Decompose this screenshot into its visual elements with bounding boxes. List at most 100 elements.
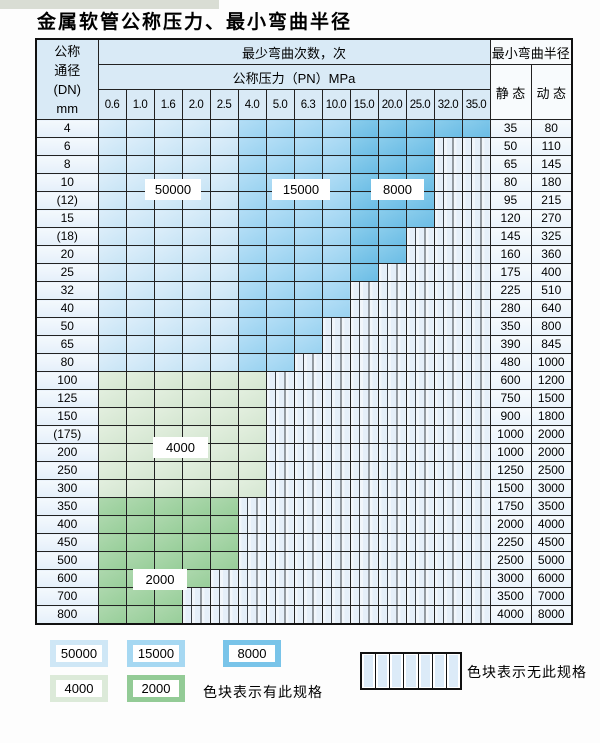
cell-no-spec: [293, 587, 323, 606]
cell-spec-50000: [153, 299, 183, 318]
cell-spec-50000: [97, 335, 127, 354]
dn-cell: 10: [35, 173, 99, 192]
cell-spec-15000: [293, 119, 323, 138]
dn-cell: 800: [35, 605, 99, 625]
pressure-col-header: 0.6: [97, 89, 127, 120]
dynamic-radius-cell: 325: [530, 227, 573, 246]
dynamic-radius-cell: 145: [530, 155, 573, 174]
cell-spec-15000: [321, 281, 351, 300]
static-radius-cell: 900: [489, 407, 532, 426]
cell-spec-4000: [153, 371, 183, 390]
table-row: 32 225 510: [35, 281, 573, 300]
no-spec-legend-cell: [417, 654, 432, 688]
pressure-values-row: 0.6 1.0 1.6 2.0 2.5 4.0 5.0 6.3 10.0 15.0 20.0 25.0…: [36, 89, 572, 120]
cell-no-spec: [349, 317, 379, 336]
cell-no-spec: [237, 605, 267, 625]
cell-no-spec: [405, 425, 435, 444]
dn-cell: (18): [35, 227, 99, 246]
dynamic-radius-cell: 5000: [530, 551, 573, 570]
static-radius-cell: 225: [489, 281, 532, 300]
cell-spec-50000: [209, 227, 239, 246]
cell-no-spec: [433, 317, 463, 336]
cell-spec-2000: [153, 533, 183, 552]
cell-no-spec: [209, 569, 239, 588]
pressure-col-header: 1.0: [125, 89, 155, 120]
cell-spec-4000: [125, 461, 155, 480]
cell-spec-4000: [209, 425, 239, 444]
pressure-col-header: 10.0: [321, 89, 351, 120]
table-row: 500 2500 5000: [35, 551, 573, 570]
cell-spec-8000: [349, 263, 379, 282]
dynamic-radius-cell: 800: [530, 317, 573, 336]
cell-no-spec: [321, 497, 351, 516]
cell-no-spec: [461, 605, 491, 625]
dynamic-radius-cell: 400: [530, 263, 573, 282]
cell-no-spec: [265, 587, 295, 606]
cell-spec-8000: [433, 119, 463, 138]
cell-no-spec: [265, 371, 295, 390]
cell-no-spec: [377, 533, 407, 552]
static-radius-cell: 1000: [489, 425, 532, 444]
cell-spec-15000: [265, 155, 295, 174]
cell-spec-50000: [181, 137, 211, 156]
static-radius-cell: 280: [489, 299, 532, 318]
cell-no-spec: [461, 587, 491, 606]
legend-box-50000: 50000: [50, 640, 108, 667]
table-row: 200 1000 2000: [35, 443, 573, 462]
cell-no-spec: [265, 533, 295, 552]
dn-cell: 450: [35, 533, 99, 552]
cell-spec-2000: [125, 533, 155, 552]
cell-spec-50000: [97, 119, 127, 138]
dynamic-radius-cell: 4000: [530, 515, 573, 534]
dynamic-radius-cell: 80: [530, 119, 573, 138]
cell-spec-15000: [265, 137, 295, 156]
matrix-label-4000: 4000: [153, 437, 208, 458]
cell-no-spec: [461, 173, 491, 192]
cell-spec-4000: [125, 389, 155, 408]
cell-no-spec: [461, 263, 491, 282]
cell-spec-50000: [97, 353, 127, 372]
cell-spec-50000: [97, 173, 127, 192]
cell-no-spec: [461, 551, 491, 570]
cell-spec-15000: [293, 299, 323, 318]
table-row: 40 280 640: [35, 299, 573, 318]
cell-no-spec: [293, 461, 323, 480]
cell-no-spec: [209, 587, 239, 606]
dynamic-radius-cell: 1800: [530, 407, 573, 426]
cell-no-spec: [321, 335, 351, 354]
static-radius-cell: 1750: [489, 497, 532, 516]
cell-no-spec: [461, 407, 491, 426]
cell-spec-2000: [125, 605, 155, 625]
cell-no-spec: [461, 353, 491, 372]
matrix-label-2000: 2000: [133, 569, 187, 590]
table-row: 300 1500 3000: [35, 479, 573, 498]
cell-spec-2000: [209, 497, 239, 516]
cell-spec-50000: [181, 353, 211, 372]
cell-spec-15000: [265, 245, 295, 264]
static-radius-cell: 350: [489, 317, 532, 336]
cell-no-spec: [237, 533, 267, 552]
cell-spec-50000: [125, 353, 155, 372]
cell-spec-50000: [181, 209, 211, 228]
cell-spec-15000: [237, 299, 267, 318]
cell-no-spec: [265, 569, 295, 588]
matrix-label-15000: 15000: [272, 179, 330, 200]
static-column-header: 静 态: [489, 64, 532, 120]
cell-spec-50000: [209, 335, 239, 354]
dn-column-header: 公称 通径 (DN) mm: [35, 38, 99, 120]
cell-spec-50000: [181, 317, 211, 336]
cell-no-spec: [377, 299, 407, 318]
cell-spec-50000: [181, 335, 211, 354]
cell-no-spec: [237, 551, 267, 570]
cell-no-spec: [377, 443, 407, 462]
cell-no-spec: [461, 515, 491, 534]
cell-spec-4000: [237, 479, 267, 498]
cell-no-spec: [433, 173, 463, 192]
static-radius-cell: 480: [489, 353, 532, 372]
cell-no-spec: [349, 389, 379, 408]
dn-cell: 100: [35, 371, 99, 390]
cell-no-spec: [461, 191, 491, 210]
cell-spec-2000: [153, 515, 183, 534]
cell-spec-2000: [153, 551, 183, 570]
cell-spec-50000: [181, 281, 211, 300]
